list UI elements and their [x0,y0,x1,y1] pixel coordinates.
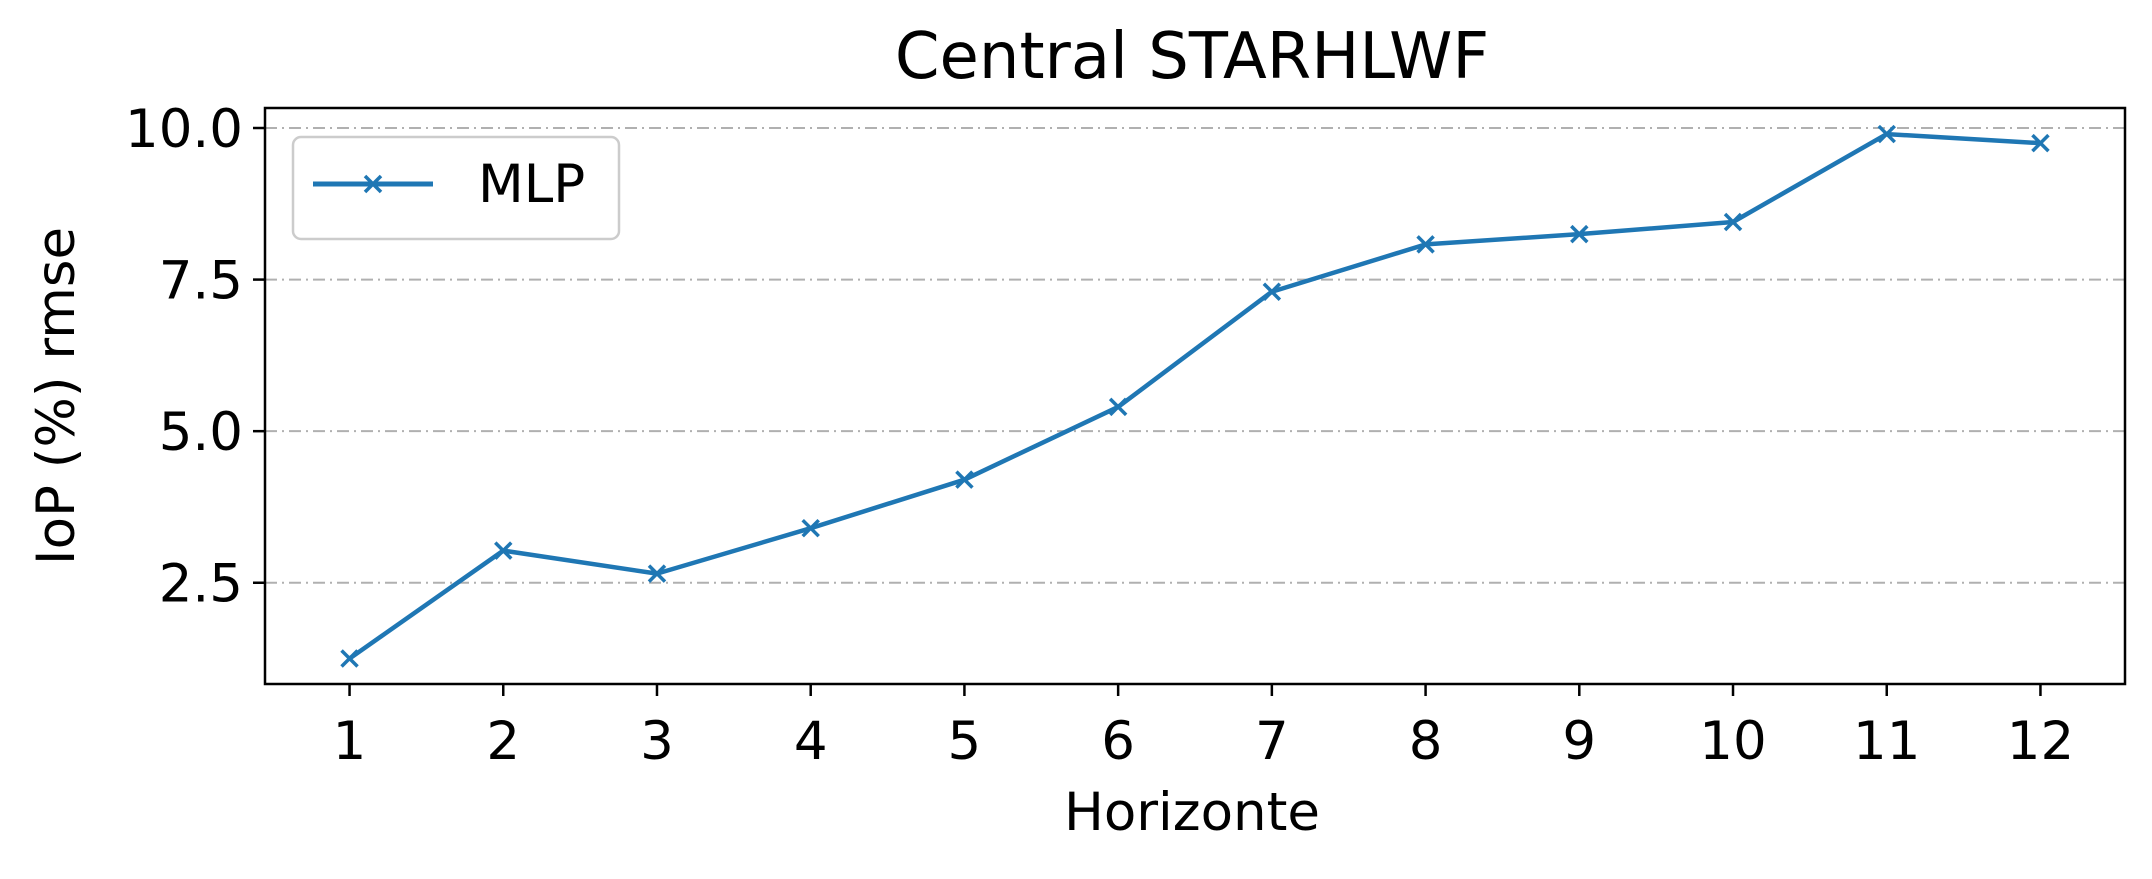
series-layer [340,124,2050,668]
x-tick-label: 5 [948,711,982,772]
x-tick-label: 12 [2007,711,2074,772]
data-point-marker [955,470,974,489]
y-tick-label: 7.5 [159,251,243,312]
data-point-marker [1108,397,1128,417]
x-marker-stroke [1262,282,1282,301]
x-marker-stroke [1416,235,1435,254]
x-marker-stroke [955,470,974,489]
series-line-mlp [347,131,2043,661]
y-axis-ticks: 2.5 5.0 7.5 10.0 [125,99,265,615]
x-axis-ticks: 1 2 3 4 5 6 7 8 9 10 11 12 [333,684,2074,772]
x-marker-stroke [363,174,383,194]
data-point-marker [1570,224,1589,244]
data-point-marker [647,564,667,583]
y-tick-label: 5.0 [159,402,243,463]
x-tick-label: 9 [1562,711,1596,772]
y-tick-label: 10.0 [125,99,243,160]
data-point-marker [494,541,513,560]
y-gridlines [265,127,2125,584]
x-tick-label: 4 [794,711,828,772]
x-marker-stroke [1877,124,1896,144]
y-axis-label: IoP (%) rmse [26,227,87,565]
x-marker-stroke [1723,212,1743,232]
data-point-marker [801,518,820,538]
x-tick-label: 3 [640,711,674,772]
x-marker-stroke [1570,224,1589,244]
x-tick-label: 1 [333,711,367,772]
x-axis-label: Horizonte [1064,782,1320,843]
y-tick-label: 2.5 [159,554,243,615]
x-marker-stroke [2031,133,2050,153]
data-point-marker [1877,124,1896,144]
x-marker-stroke [1108,397,1128,417]
x-marker-stroke [647,564,667,583]
x-marker-stroke [494,541,513,560]
x-tick-label: 7 [1255,711,1289,772]
x-tick-label: 6 [1101,711,1135,772]
legend-label-mlp: MLP [478,154,585,215]
legend-marker-glyph [363,174,383,194]
plot-frame [263,106,2127,686]
x-tick-label: 10 [1699,711,1766,772]
data-point-marker [1416,235,1435,254]
legend: MLP [291,135,621,241]
x-tick-label: 2 [486,711,520,772]
data-point-marker [1723,212,1743,232]
x-marker-stroke [340,649,359,668]
data-point-marker [1262,282,1282,301]
x-tick-label: 11 [1853,711,1920,772]
legend-box [291,135,621,241]
data-point-marker [340,649,359,668]
data-point-marker [2031,133,2050,153]
x-marker-stroke [801,518,820,538]
x-tick-label: 8 [1409,711,1443,772]
legend-x-marker [363,174,383,194]
chart-title: Central STARHLWF [895,20,1489,94]
